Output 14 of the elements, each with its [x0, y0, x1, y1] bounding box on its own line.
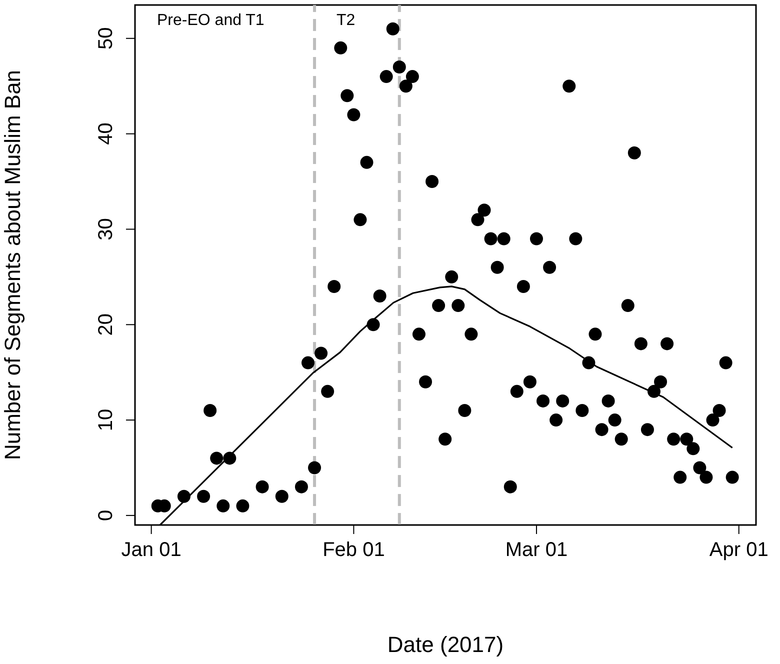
- y-tick-label: 30: [95, 218, 117, 240]
- y-axis-title: Number of Segments about Muslim Ban: [0, 70, 25, 460]
- x-axis-title: Date (2017): [387, 632, 504, 657]
- y-tick-label: 50: [95, 27, 117, 50]
- x-tick-label: Jan 01: [121, 539, 182, 562]
- x-tick-label: Mar 01: [505, 539, 568, 562]
- annotation: Pre-EO and T1: [157, 12, 264, 29]
- y-tick-label: 0: [95, 510, 117, 522]
- y-tick-label: 40: [95, 122, 117, 145]
- x-tick-label: Apr 01: [709, 539, 768, 562]
- y-tick-label: 20: [95, 314, 117, 336]
- y-tick-label: 10: [95, 408, 117, 432]
- x-tick-label: Feb 01: [322, 539, 385, 562]
- annotation: T2: [336, 12, 356, 29]
